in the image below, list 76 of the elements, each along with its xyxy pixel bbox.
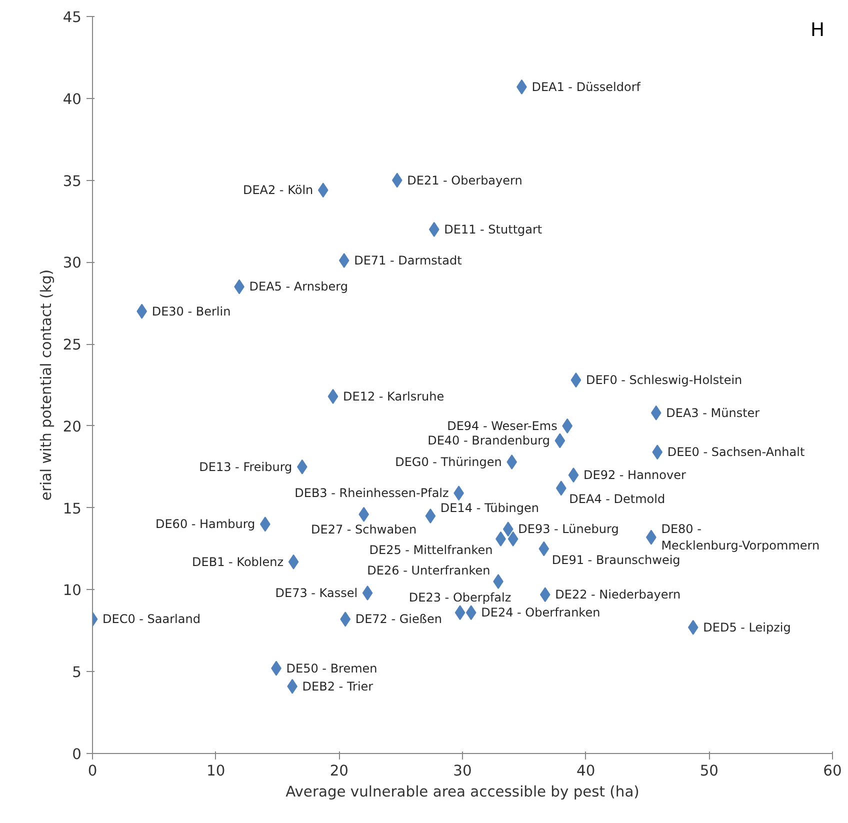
point xyxy=(392,172,402,188)
data-label: DEF0 - Schleswig-Holstein xyxy=(586,373,742,388)
y-tick-label: 35 xyxy=(62,172,82,190)
data-label: DE13 - Freiburg xyxy=(199,460,292,474)
data-label: DE24 - Oberfranken xyxy=(481,606,600,620)
x-tick-label: 30 xyxy=(453,762,472,780)
data-label: DE21 - Oberbayern xyxy=(407,173,522,188)
data-label: DE71 - Darmstadt xyxy=(354,254,462,268)
data-label: DEB3 - Rheinhessen-Pfalz xyxy=(294,486,449,500)
data-label: DEA3 - Münster xyxy=(666,406,760,420)
data-label: DED5 - Leipzig xyxy=(703,620,791,634)
point xyxy=(338,253,350,268)
data-label: DEA4 - Detmold xyxy=(569,492,666,506)
y-tick-label: 0 xyxy=(72,746,82,763)
point xyxy=(540,587,550,602)
x-tick-label: 40 xyxy=(576,762,596,780)
data-label: DE30 - Berlin xyxy=(152,304,231,318)
point xyxy=(650,405,662,420)
data-label: DE12 - Karlsruhe xyxy=(343,389,444,404)
data-label: DE72 - Gießen xyxy=(355,612,442,626)
data-label: DE93 - Lüneburg xyxy=(518,522,619,536)
point xyxy=(454,605,466,620)
point xyxy=(502,522,514,537)
x-axis-title: Average vulnerable area accessible by pest (ha) xyxy=(286,784,640,800)
data-label: DE80 - Mecklenburg-Vorpommern xyxy=(661,522,820,553)
point xyxy=(425,508,436,524)
data-label: DEA5 - Arnsberg xyxy=(249,280,348,294)
data-label: DE22 - Niederbayern xyxy=(555,588,681,602)
data-label: DE27 - Schwaben xyxy=(311,522,417,536)
point xyxy=(328,388,338,404)
point xyxy=(554,433,566,448)
data-label: DE25 - Mittelfranken xyxy=(369,542,493,557)
point xyxy=(362,586,373,600)
data-label: DEC0 - Saarland xyxy=(102,612,200,626)
data-label: DEA1 - Düsseldorf xyxy=(532,80,642,94)
point xyxy=(652,444,663,460)
point xyxy=(428,222,440,237)
data-label: DE11 - Stuttgart xyxy=(444,222,542,236)
x-tick-label: 20 xyxy=(330,762,348,780)
data-label: DE91 - Braunschweig xyxy=(552,552,680,567)
point xyxy=(568,468,579,483)
y-tick-label: 15 xyxy=(62,500,82,518)
y-tick-label: 10 xyxy=(62,582,82,600)
point xyxy=(288,554,299,570)
point xyxy=(466,605,476,620)
y-tick-label: 5 xyxy=(72,664,82,682)
data-label: DE40 - Brandenburg xyxy=(428,434,550,448)
y-tick-label: 25 xyxy=(62,336,82,354)
data-label: DE14 - Tübingen xyxy=(440,501,539,516)
x-tick-label: 10 xyxy=(206,762,226,780)
data-label: DEG0 - Thüringen xyxy=(395,454,502,469)
data-label: DEB1 - Koblenz xyxy=(192,554,284,569)
y-tick-label: 30 xyxy=(62,254,82,272)
point xyxy=(318,182,328,198)
data-label: DEB2 - Trier xyxy=(302,679,374,694)
y-tick-label: 20 xyxy=(62,418,82,436)
x-tick-label: 0 xyxy=(88,762,98,780)
data-label: DE60 - Hamburg xyxy=(155,517,256,532)
x-tick-label: 50 xyxy=(700,762,718,780)
data-label: DEA2 - Köln xyxy=(242,183,314,198)
point xyxy=(538,541,550,556)
data-label: DE94 - Weser-Ems xyxy=(447,418,558,433)
data-label: DE73 - Kassel xyxy=(275,586,358,600)
data-label: DE26 - Unterfranken xyxy=(367,564,490,578)
y-tick-label: 45 xyxy=(62,9,82,26)
x-tick-label: 60 xyxy=(823,762,842,780)
y-tick-label: 40 xyxy=(62,90,82,108)
data-label: DE50 - Bremen xyxy=(286,661,378,676)
annotation: H xyxy=(810,20,825,41)
point xyxy=(688,620,698,635)
data-label: DE23 - Oberpfalz xyxy=(408,590,512,605)
point xyxy=(570,372,582,388)
data-label: DEE0 - Sachsen-Anhalt xyxy=(667,445,805,460)
data-label: DE92 - Hannover xyxy=(584,468,686,482)
point xyxy=(508,531,518,546)
y-axis-title: erial with potential contact (kg) xyxy=(38,269,55,501)
